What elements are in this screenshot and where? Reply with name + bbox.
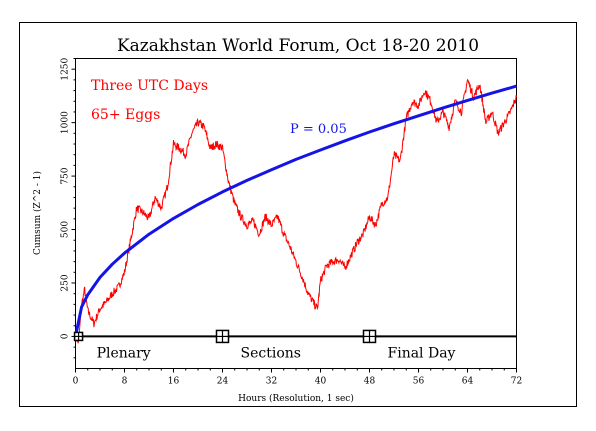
event-marker-label: Sections bbox=[241, 345, 301, 361]
series-layer bbox=[74, 78, 517, 344]
x-tick-label: 16 bbox=[168, 377, 180, 387]
x-tick-label: 72 bbox=[511, 377, 522, 387]
series-probability-line bbox=[74, 84, 517, 337]
event-marker-label: Final Day bbox=[388, 345, 456, 361]
y-axis-label: Cumsum (Z^2 - 1) bbox=[32, 171, 43, 255]
chart-title: Kazakhstan World Forum, Oct 18-20 2010 bbox=[117, 36, 479, 56]
event-marker-label: Plenary bbox=[97, 345, 151, 361]
outer-border bbox=[19, 22, 577, 407]
axis-ticks bbox=[71, 58, 517, 373]
y-tick-label: 0 bbox=[61, 333, 71, 339]
y-tick-label: 1250 bbox=[61, 57, 71, 80]
x-tick-label: 56 bbox=[413, 377, 425, 387]
probability-annotation: P = 0.05 bbox=[290, 122, 347, 137]
x-tick-label: 8 bbox=[122, 377, 128, 387]
axis-tick-labels: 0 8 16 24 32 40 48 56 64 72 0 250 500 750 1000 1250 bbox=[61, 57, 523, 386]
days-annotation: Three UTC Days bbox=[91, 78, 208, 94]
x-tick-label: 40 bbox=[315, 377, 327, 387]
x-axis-label: Hours (Resolution, 1 sec) bbox=[238, 393, 354, 404]
y-tick-label: 500 bbox=[61, 221, 71, 238]
x-tick-label: 24 bbox=[217, 377, 229, 387]
x-tick-label: 64 bbox=[462, 377, 474, 387]
x-tick-label: 32 bbox=[266, 377, 277, 387]
y-tick-label: 250 bbox=[61, 274, 71, 291]
event-markers: Plenary Sections Final Day bbox=[73, 329, 456, 361]
eggs-annotation: 65+ Eggs bbox=[91, 107, 160, 123]
y-tick-label: 1000 bbox=[61, 111, 71, 134]
x-tick-label: 0 bbox=[73, 377, 79, 387]
y-tick-label: 750 bbox=[61, 167, 71, 184]
x-tick-label: 48 bbox=[364, 377, 376, 387]
